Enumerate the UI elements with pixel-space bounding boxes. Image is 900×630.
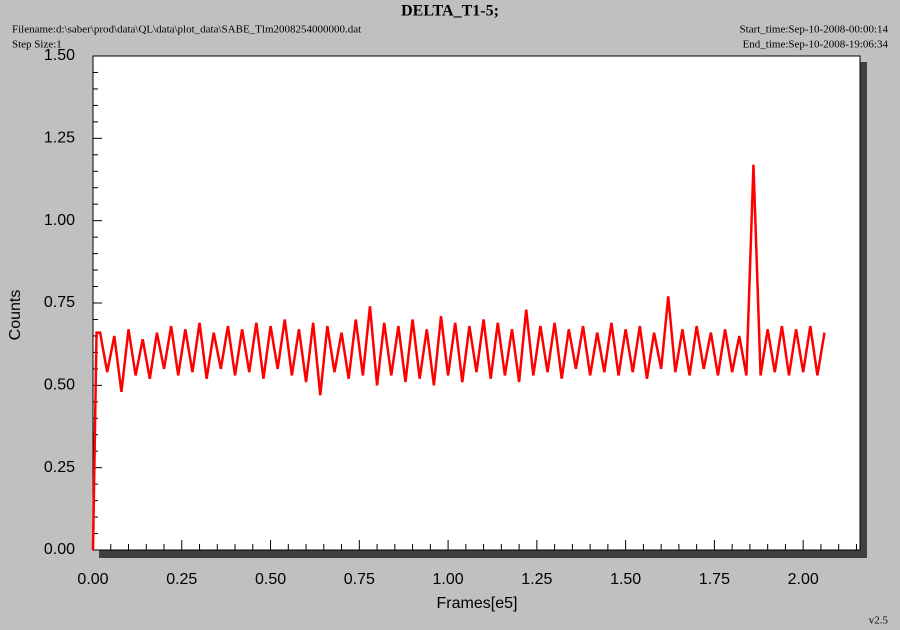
y-tick-label: 1.25 <box>44 130 75 147</box>
x-tick-label: 1.25 <box>521 571 552 588</box>
data-line <box>91 164 826 551</box>
x-tick-label: 0.75 <box>344 571 375 588</box>
x-tick-label: 1.50 <box>610 571 641 588</box>
x-tick-label: 1.75 <box>699 571 730 588</box>
x-tick-label: 0.25 <box>166 571 197 588</box>
y-axis-label: Counts <box>7 290 24 341</box>
y-tick-label: 0.50 <box>44 377 75 394</box>
plot-area <box>92 55 861 551</box>
x-axis-label: Frames[e5] <box>437 595 518 612</box>
x-tick-label: 0.00 <box>77 571 108 588</box>
x-tick-label: 1.00 <box>433 571 464 588</box>
end-time: End_time:Sep-10-2008-19:06:34 <box>743 39 889 51</box>
start-time: Start_time:Sep-10-2008-00:00:14 <box>740 24 889 36</box>
step-size: Step Size:1 <box>12 39 62 51</box>
chart-title: DELTA_T1-5; <box>401 3 499 20</box>
y-tick-label: 0.75 <box>44 294 75 311</box>
filename: Filename:d:\saber\prod\data\QL\data\plot… <box>12 24 361 36</box>
x-tick-label: 0.50 <box>255 571 286 588</box>
x-tick-label: 2.00 <box>788 571 819 588</box>
y-tick-label: 0.25 <box>44 459 75 476</box>
y-tick-label: 1.50 <box>44 47 75 64</box>
y-tick-label: 0.00 <box>44 541 75 558</box>
version: v2.5 <box>869 615 889 627</box>
y-tick-label: 1.00 <box>44 212 75 229</box>
